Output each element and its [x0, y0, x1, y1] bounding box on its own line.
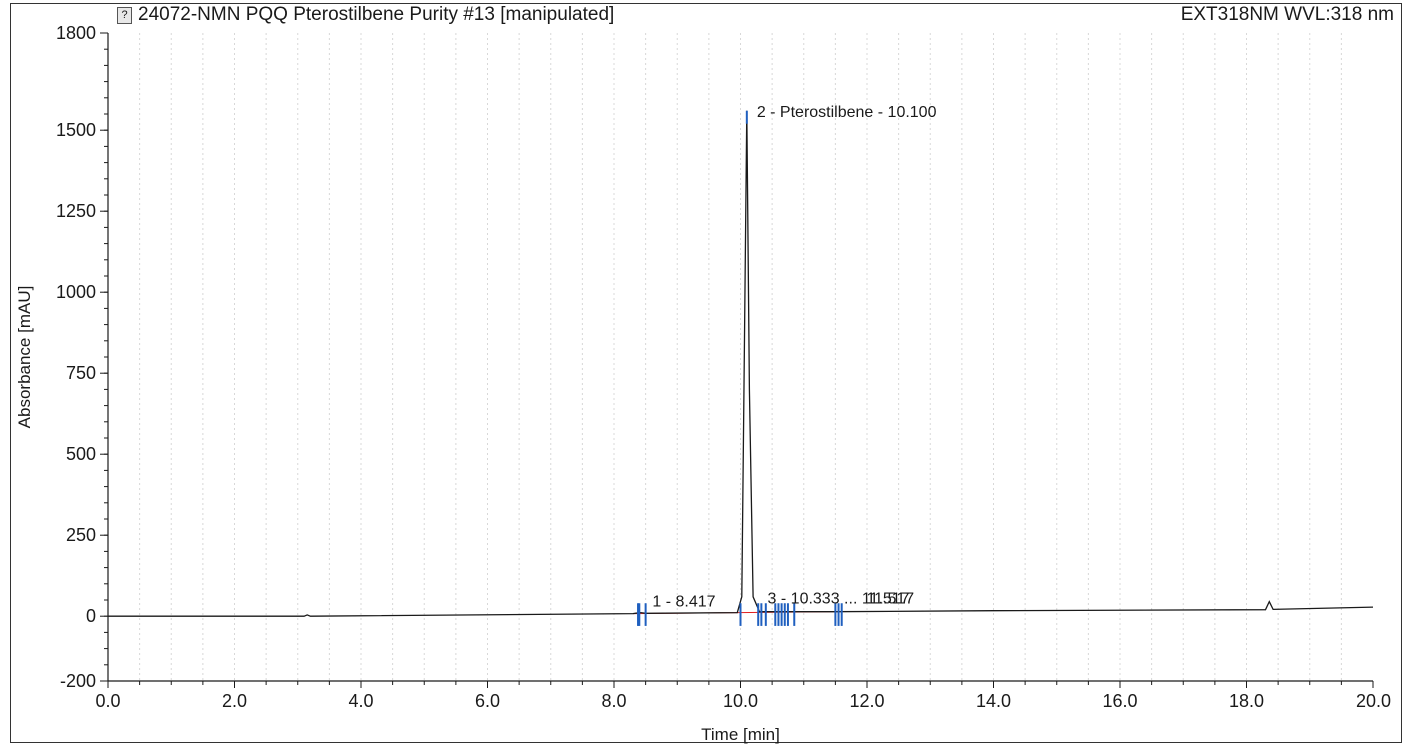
label-layer: 0.0 2.0 4.0 6.0 8.0 10.0 12.0 14.0 16.0 18.0 20.0 -…	[15, 23, 1391, 744]
y-tick-label: 1500	[56, 120, 96, 140]
chart-frame	[10, 3, 1402, 743]
x-tick-label: 20.0	[1356, 691, 1391, 711]
x-tick-label: 2.0	[222, 691, 247, 711]
y-tick-label: 750	[66, 363, 96, 383]
x-tick-label: 14.0	[976, 691, 1011, 711]
y-tick-label: 250	[66, 525, 96, 545]
y-tick-label: -200	[60, 671, 96, 691]
peak-label: 1 - 8.417	[652, 594, 715, 611]
chart-header: ? 24072-NMN PQQ Pterostilbene Purity #13…	[117, 4, 614, 26]
channel-label: EXT318NM WVL:318 nm	[1180, 4, 1394, 25]
y-tick-label: 1250	[56, 201, 96, 221]
marker-layer	[637, 110, 843, 626]
x-tick-label: 16.0	[1102, 691, 1137, 711]
y-axis-title: Absorbance [mAU]	[15, 286, 34, 429]
x-tick-label: 4.0	[348, 691, 373, 711]
y-tick-label: 0	[86, 606, 96, 626]
x-tick-label: 12.0	[849, 691, 884, 711]
y-tick-label: 500	[66, 444, 96, 464]
y-tick-label: 1000	[56, 282, 96, 302]
y-tick-label: 1800	[56, 23, 96, 43]
chromatogram-trace	[108, 110, 1374, 617]
series-layer	[108, 110, 1374, 617]
x-tick-label: 0.0	[95, 691, 120, 711]
chromatogram-icon: ?	[117, 6, 132, 24]
x-axis-title: Time [min]	[701, 725, 780, 744]
x-tick-label: 8.0	[601, 691, 626, 711]
axis-layer	[100, 32, 1374, 688]
chart-title: 24072-NMN PQQ Pterostilbene Purity #13 […	[138, 4, 615, 25]
x-tick-label: 10.0	[723, 691, 758, 711]
peak-label: 11.517	[866, 591, 914, 608]
x-tick-label: 6.0	[475, 691, 500, 711]
peak-label: 3 - 10.333 ... 11.517	[768, 591, 910, 608]
grid-layer	[139, 33, 1342, 681]
peak-label: 2 - Pterostilbene - 10.100	[757, 104, 937, 121]
x-tick-label: 18.0	[1229, 691, 1264, 711]
